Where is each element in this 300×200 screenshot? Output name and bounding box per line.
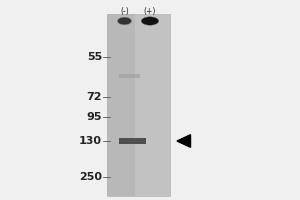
Bar <box>106 14 170 196</box>
Ellipse shape <box>118 17 131 25</box>
Polygon shape <box>177 135 190 147</box>
Ellipse shape <box>141 17 159 25</box>
Bar <box>106 14 135 196</box>
Bar <box>118 74 140 78</box>
Bar <box>118 138 146 144</box>
Text: (-): (-) <box>120 7 129 16</box>
Text: 55: 55 <box>87 52 102 62</box>
Text: 130: 130 <box>79 136 102 146</box>
Text: 95: 95 <box>86 112 102 122</box>
Text: 72: 72 <box>86 92 102 102</box>
Text: 250: 250 <box>79 172 102 182</box>
Text: (+): (+) <box>144 7 156 16</box>
